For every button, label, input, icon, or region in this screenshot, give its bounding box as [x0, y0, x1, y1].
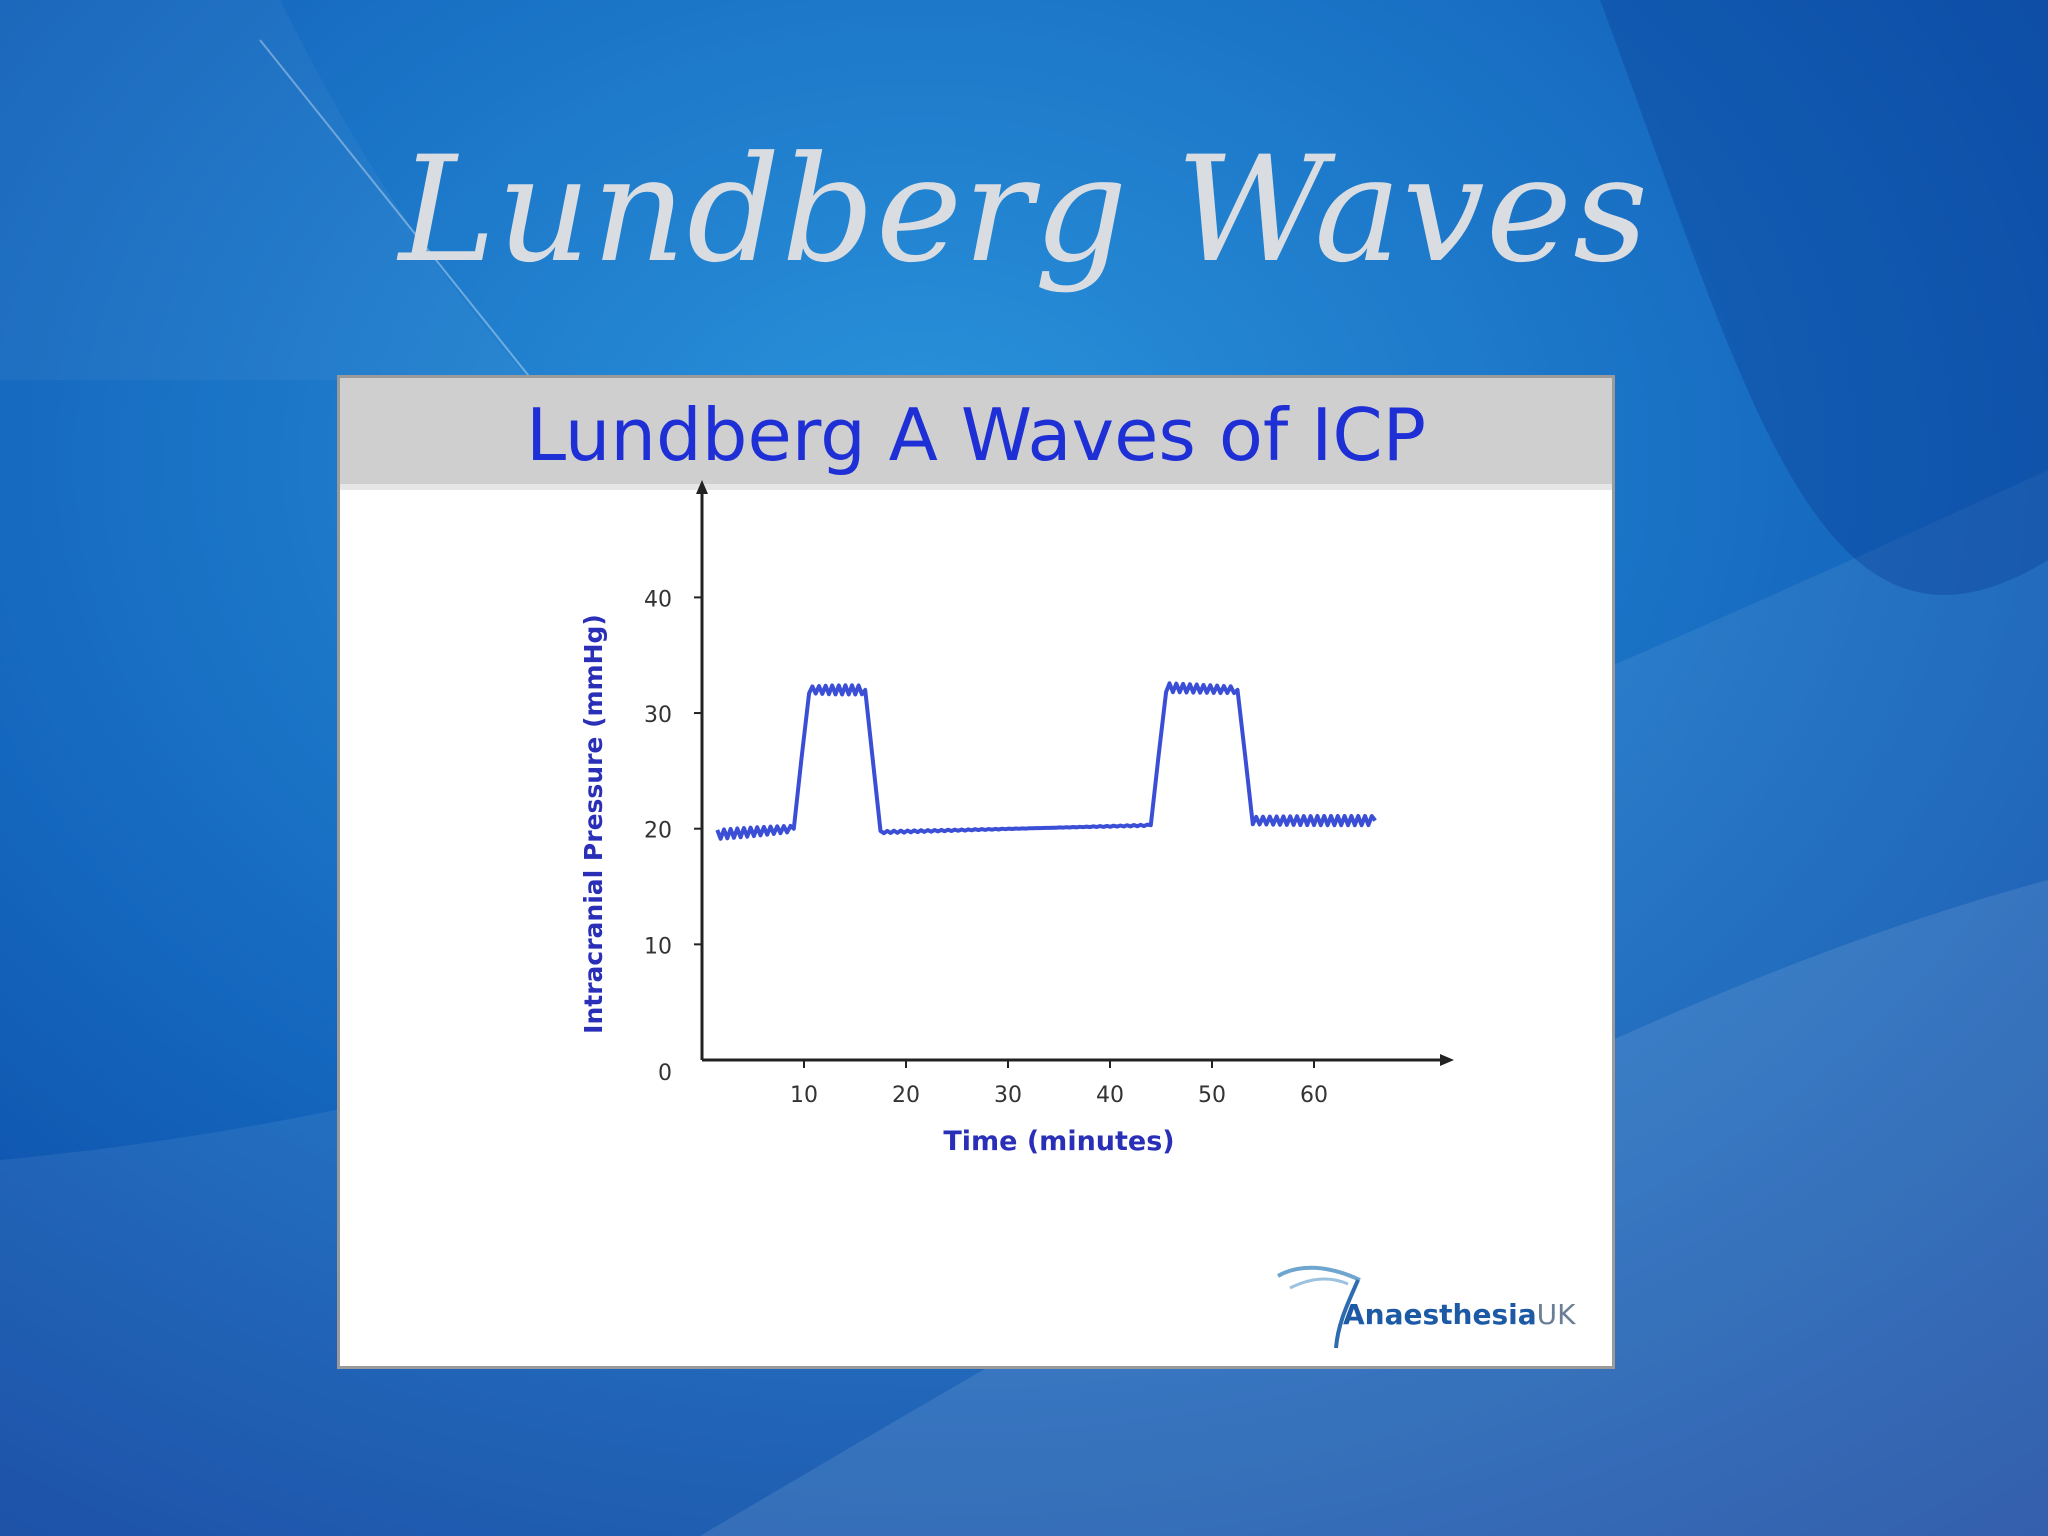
figure-header: Lundberg A Waves of ICP	[340, 378, 1612, 490]
slide-title: Lundberg Waves	[398, 125, 1650, 295]
figure-panel: Lundberg A Waves of ICP 0 10 20 30 40 10 20 30 4…	[337, 375, 1615, 1369]
x-axis-arrow-icon	[1440, 1054, 1454, 1066]
x-tick-label: 50	[1198, 1083, 1226, 1108]
logo-suffix-text: UK	[1536, 1298, 1576, 1331]
y-tick-label: 30	[644, 703, 672, 728]
x-tick-label: 60	[1300, 1083, 1328, 1108]
anaesthesia-uk-logo: AnaesthesiaUK	[1270, 1258, 1590, 1358]
logo-swoosh-icon	[1276, 1265, 1361, 1349]
figure-heading: Lundberg A Waves of ICP	[525, 393, 1427, 477]
y-tick-label: 40	[644, 587, 672, 612]
logo-text: AnaesthesiaUK	[1343, 1298, 1575, 1331]
y-tick-label: 10	[644, 934, 672, 959]
y-tick-label: 0	[658, 1061, 672, 1086]
x-tick-label: 10	[790, 1083, 818, 1108]
x-axis-label: Time (minutes)	[943, 1126, 1174, 1157]
x-tick-label: 40	[1096, 1083, 1124, 1108]
x-tick-label: 30	[994, 1083, 1022, 1108]
logo-main-text: Anaesthesia	[1343, 1298, 1537, 1331]
x-tick-label: 20	[892, 1083, 920, 1108]
y-axis-label: Intracranial Pressure (mmHg)	[579, 614, 608, 1034]
y-axis-arrow-icon	[696, 480, 708, 494]
icp-series-line	[715, 681, 1377, 841]
y-tick-label: 20	[644, 819, 672, 844]
icp-chart: 0 10 20 30 40 10 20 30 40 50 60 Time (minutes) Int…	[579, 480, 1454, 1157]
